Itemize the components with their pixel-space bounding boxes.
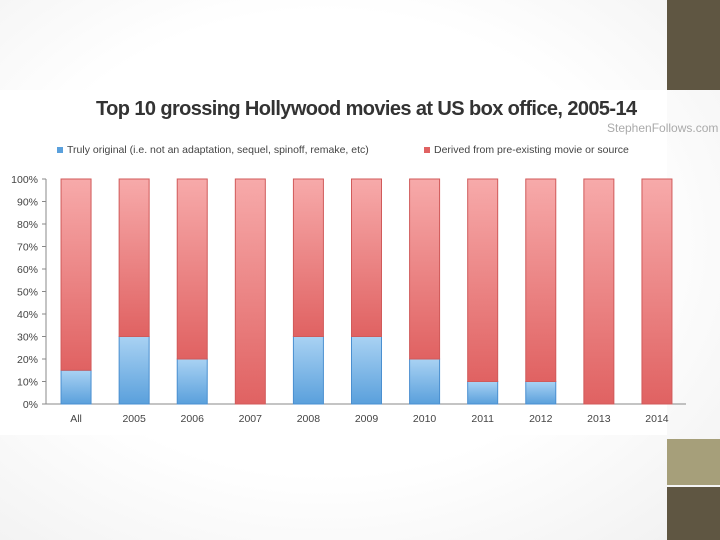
y-tick-label: 90%: [17, 197, 38, 209]
legend-item-derived: Derived from pre-existing movie or sourc…: [424, 144, 629, 156]
x-tick-label: 2012: [529, 413, 553, 425]
y-tick-label: 60%: [17, 264, 38, 276]
chart-title: Top 10 grossing Hollywood movies at US b…: [96, 98, 637, 120]
y-tick-label: 100%: [11, 174, 38, 186]
y-tick-label: 50%: [17, 287, 38, 299]
legend-label-derived: Derived from pre-existing movie or sourc…: [434, 144, 629, 156]
bar-original: [467, 381, 499, 405]
x-tick-label: 2009: [355, 413, 379, 425]
legend-swatch-derived: [424, 147, 430, 153]
watermark-text: StephenFollows.com: [607, 121, 719, 135]
bar-derived: [525, 178, 557, 382]
y-tick-label: 0%: [23, 399, 38, 411]
bar-derived: [641, 178, 673, 405]
bar-derived: [351, 178, 382, 337]
bar-derived: [118, 178, 150, 337]
bar-original: [60, 369, 92, 405]
y-tick-label: 40%: [17, 309, 38, 321]
bar-derived: [467, 178, 499, 382]
x-tick-label: 2013: [587, 413, 611, 425]
x-tick-label: 2014: [645, 413, 669, 425]
x-tick-label: All: [70, 413, 82, 425]
bar-original: [525, 381, 557, 405]
bar-original: [176, 358, 208, 405]
bar-derived: [234, 178, 266, 405]
y-tick-label: 10%: [17, 377, 38, 389]
bar-derived: [292, 178, 324, 337]
y-tick-label: 20%: [17, 354, 38, 366]
legend-label-original: Truly original (i.e. not an adaptation, …: [67, 144, 369, 156]
accent-block-middle: [667, 439, 720, 485]
bar-derived: [583, 178, 615, 405]
bar-original: [409, 358, 441, 405]
x-tick-label: 2006: [181, 413, 205, 425]
bar-derived: [409, 178, 441, 360]
accent-block-bottom: [667, 487, 720, 540]
x-tick-label: 2011: [471, 413, 494, 425]
y-tick-label: 70%: [17, 242, 38, 254]
legend-item-original: Truly original (i.e. not an adaptation, …: [57, 144, 369, 156]
x-tick-label: 2008: [297, 413, 321, 425]
x-tick-label: 2010: [413, 413, 437, 425]
bar-original: [351, 336, 382, 405]
bar-derived: [176, 178, 208, 360]
bar-original: [292, 336, 324, 405]
legend-swatch-original: [57, 147, 63, 153]
bar-original: [118, 336, 150, 405]
accent-block-top: [667, 0, 720, 90]
y-tick-label: 80%: [17, 219, 38, 231]
x-tick-label: 2005: [122, 413, 146, 425]
x-tick-label: 2007: [239, 413, 263, 425]
y-tick-label: 30%: [17, 332, 38, 344]
bar-derived: [60, 178, 92, 371]
